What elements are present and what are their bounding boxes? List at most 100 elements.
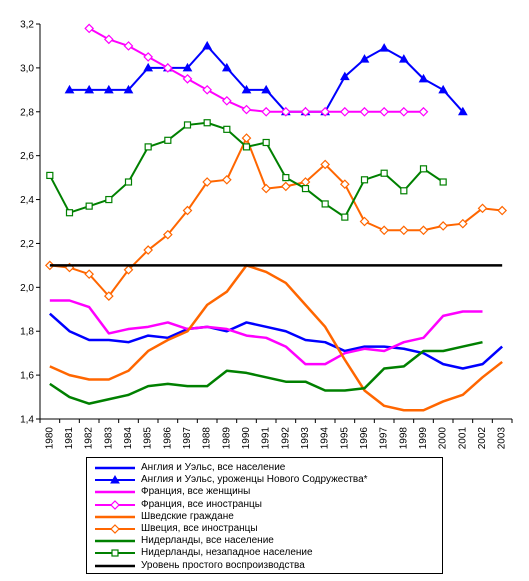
y-axis-ticks: 1,4 1,6 1,8 2,0 2,2 2,4 2,6 2,8 3,0 3,2 bbox=[20, 20, 40, 426]
data-point-diamond bbox=[162, 63, 173, 73]
x-tick-label: 1983 bbox=[103, 427, 114, 450]
data-point-diamond bbox=[280, 181, 291, 192]
data-point-diamond bbox=[84, 269, 95, 280]
legend-swatch bbox=[95, 475, 135, 484]
series-0 bbox=[48, 312, 504, 370]
x-tick-label: 1987 bbox=[182, 427, 193, 450]
data-point-diamond bbox=[398, 106, 409, 117]
x-tick-label: 1990 bbox=[241, 427, 252, 450]
data-point-triangle bbox=[221, 62, 232, 72]
legend-swatch bbox=[95, 524, 135, 534]
series-4 bbox=[49, 264, 503, 412]
legend-label: Франция, все иностранцы bbox=[141, 498, 262, 510]
y-tick-label: 2,2 bbox=[20, 239, 34, 250]
data-point-diamond bbox=[418, 225, 429, 236]
data-point-triangle bbox=[123, 84, 134, 94]
legend-label: Шведские граждане bbox=[141, 510, 234, 522]
data-point-triangle bbox=[418, 73, 429, 83]
data-point-diamond bbox=[379, 106, 390, 117]
legend-swatch bbox=[95, 539, 135, 543]
x-tick-label: 1984 bbox=[123, 427, 134, 450]
data-point-square bbox=[85, 202, 93, 210]
data-point-diamond bbox=[162, 229, 173, 240]
y-tick-label: 1,6 bbox=[20, 371, 34, 382]
x-tick-label: 1989 bbox=[221, 427, 232, 450]
data-point-square bbox=[223, 125, 231, 133]
y-tick-label: 2,4 bbox=[20, 195, 34, 206]
legend-label: Нидерланды, все население bbox=[141, 535, 274, 547]
chart-axes bbox=[39, 24, 512, 420]
x-tick-label: 1994 bbox=[320, 427, 331, 450]
series-5 bbox=[44, 133, 508, 301]
data-point-triangle bbox=[438, 84, 449, 94]
data-point-diamond bbox=[202, 177, 213, 187]
legend-label: Англия и Уэльс, уроженцы Нового Содружес… bbox=[141, 474, 368, 486]
chart-legend: Англия и Уэльс, все население Англия и Уэ… bbox=[86, 457, 443, 574]
data-point-diamond bbox=[261, 183, 272, 194]
data-point-square bbox=[164, 136, 172, 144]
data-point-triangle bbox=[143, 62, 154, 72]
x-tick-label: 2003 bbox=[497, 427, 508, 450]
legend-label: Швеция, все иностранцы bbox=[141, 523, 258, 534]
legend-swatch bbox=[95, 491, 135, 494]
data-point-triangle bbox=[261, 84, 272, 94]
data-point-square bbox=[360, 176, 369, 184]
data-point-square bbox=[183, 121, 192, 129]
data-point-diamond bbox=[280, 106, 291, 117]
legend-swatch bbox=[95, 466, 135, 470]
data-point-diamond bbox=[497, 205, 508, 216]
data-point-diamond bbox=[182, 74, 193, 84]
x-tick-label: 1993 bbox=[300, 427, 311, 450]
y-tick-label: 2,8 bbox=[20, 107, 34, 118]
data-point-triangle bbox=[110, 475, 120, 484]
y-tick-label: 1,4 bbox=[20, 415, 34, 426]
data-point-diamond bbox=[339, 179, 350, 190]
series-line bbox=[49, 264, 503, 412]
data-point-triangle bbox=[339, 71, 350, 81]
x-tick-label: 1991 bbox=[261, 427, 272, 450]
data-point-triangle bbox=[241, 84, 252, 94]
x-tick-label: 1985 bbox=[143, 427, 154, 450]
chart-series bbox=[44, 23, 508, 412]
x-tick-label: 2000 bbox=[438, 427, 449, 450]
data-point-diamond bbox=[379, 225, 390, 236]
series-line bbox=[88, 27, 424, 113]
legend-swatch bbox=[95, 515, 135, 519]
data-point-square bbox=[242, 143, 251, 151]
x-tick-label: 1997 bbox=[379, 427, 390, 450]
data-point-diamond bbox=[110, 499, 120, 510]
x-tick-label: 1980 bbox=[44, 427, 55, 450]
data-point-diamond bbox=[202, 84, 213, 95]
data-point-diamond bbox=[143, 245, 154, 255]
data-point-triangle bbox=[64, 84, 75, 94]
data-point-square bbox=[400, 187, 408, 195]
data-point-diamond bbox=[221, 95, 232, 106]
series-line bbox=[49, 340, 483, 405]
data-point-diamond bbox=[182, 205, 193, 216]
legend-label: Англия и Уэльс, все население bbox=[141, 462, 286, 473]
x-tick-label: 1999 bbox=[418, 427, 429, 450]
y-tick-label: 1,8 bbox=[20, 327, 34, 338]
data-point-diamond bbox=[300, 106, 311, 117]
data-point-square bbox=[203, 119, 211, 127]
legend-label: Уровень простого воспроизводства bbox=[141, 559, 305, 571]
data-point-diamond bbox=[359, 106, 370, 117]
data-point-square bbox=[46, 171, 54, 180]
legend-swatch bbox=[95, 564, 135, 567]
data-point-square bbox=[282, 174, 290, 182]
x-tick-label: 1995 bbox=[339, 427, 350, 450]
x-tick-label: 1986 bbox=[162, 427, 173, 450]
x-tick-label: 1996 bbox=[359, 427, 370, 450]
data-point-diamond bbox=[84, 23, 95, 34]
data-point-diamond bbox=[221, 174, 232, 185]
data-point-diamond bbox=[110, 524, 120, 534]
data-point-square bbox=[321, 200, 329, 208]
legend-swatch bbox=[95, 549, 135, 557]
data-point-diamond bbox=[339, 106, 350, 117]
data-point-diamond bbox=[438, 221, 449, 231]
series-line bbox=[48, 312, 504, 370]
x-tick-label: 1998 bbox=[398, 427, 409, 450]
y-tick-label: 3,0 bbox=[20, 63, 34, 74]
data-point-square bbox=[111, 549, 119, 557]
data-point-diamond bbox=[359, 216, 370, 227]
